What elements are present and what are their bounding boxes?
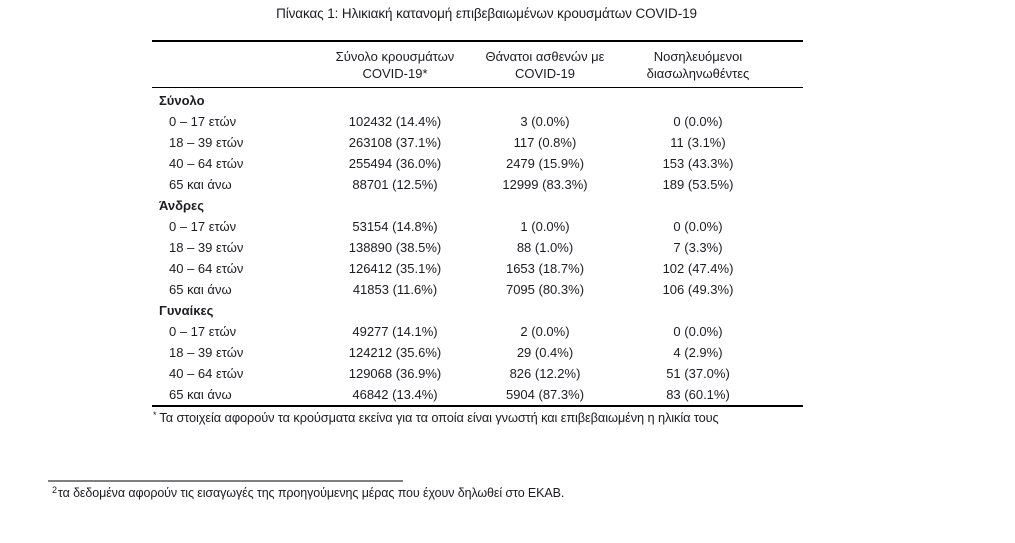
- header-cell-empty: [152, 48, 293, 82]
- cases-cell: 124212 (35.6%): [348, 345, 442, 360]
- intubated-cell: 51 (37.0%): [666, 366, 730, 381]
- page-footnote: 2τα δεδομένα αφορούν τις εισαγωγές της π…: [52, 485, 565, 500]
- deaths-cell: 7095 (80.3%): [505, 282, 585, 297]
- cases-cell: 102432 (14.4%): [348, 114, 442, 129]
- table-header-row: Σύνολο κρουσμάτων COVID-19* Θάνατοι ασθε…: [152, 42, 803, 88]
- deaths-cell: 29 (0.4%): [516, 345, 574, 360]
- header-cases-line1: Σύνολο κρουσμάτων: [335, 49, 455, 64]
- data-row: 40 – 64 ετών 255494 (36.0%) 2479 (15.9%) 15…: [152, 153, 803, 174]
- data-row: 0 – 17 ετών 102432 (14.4%) 3 (0.0%) 0 (0.0%…: [152, 111, 803, 132]
- cases-cell: 53154 (14.8%): [352, 219, 438, 234]
- covid-age-table: Σύνολο κρουσμάτων COVID-19* Θάνατοι ασθε…: [152, 40, 803, 425]
- intubated-cell: 83 (60.1%): [666, 387, 730, 402]
- deaths-cell: 2479 (15.9%): [505, 156, 585, 171]
- intubated-cell: 189 (53.5%): [662, 177, 734, 192]
- age-label: 65 και άνω: [169, 177, 232, 192]
- data-row: 65 και άνω 41853 (11.6%) 7095 (80.3%) 106 (…: [152, 279, 803, 300]
- section-label: Σύνολο: [159, 93, 205, 108]
- cases-cell: 126412 (35.1%): [348, 261, 442, 276]
- cases-cell: 88701 (12.5%): [352, 177, 438, 192]
- intubated-cell: 0 (0.0%): [673, 114, 723, 129]
- header-deaths-line1: Θάνατοι ασθενών με: [485, 49, 605, 64]
- cases-cell: 263108 (37.1%): [348, 135, 442, 150]
- table-title: Πίνακας 1: Ηλικιακή κατανομή επιβεβαιωμέ…: [276, 6, 697, 21]
- intubated-cell: 0 (0.0%): [673, 324, 723, 339]
- footnote-separator: [48, 480, 403, 482]
- intubated-cell: 153 (43.3%): [662, 156, 734, 171]
- cases-cell: 255494 (36.0%): [348, 156, 442, 171]
- data-row: 0 – 17 ετών 49277 (14.1%) 2 (0.0%) 0 (0.0%): [152, 321, 803, 342]
- age-label: 0 – 17 ετών: [169, 219, 237, 234]
- data-row: 18 – 39 ετών 138890 (38.5%) 88 (1.0%) 7 (3.…: [152, 237, 803, 258]
- header-deaths-line2: COVID-19: [515, 66, 575, 81]
- age-label: 65 και άνω: [169, 387, 232, 402]
- deaths-cell: 2 (0.0%): [520, 324, 570, 339]
- data-row: 18 – 39 ετών 263108 (37.1%) 117 (0.8%) 11 (…: [152, 132, 803, 153]
- age-label: 18 – 39 ετών: [169, 345, 244, 360]
- intubated-cell: 11 (3.1%): [670, 135, 726, 150]
- deaths-cell: 3 (0.0%): [520, 114, 570, 129]
- age-label: 18 – 39 ετών: [169, 135, 244, 150]
- deaths-cell: 1653 (18.7%): [505, 261, 585, 276]
- age-label: 40 – 64 ετών: [169, 366, 244, 381]
- age-label: 0 – 17 ετών: [169, 324, 237, 339]
- table-footnote-marker: *: [153, 410, 157, 420]
- data-row: 40 – 64 ετών 126412 (35.1%) 1653 (18.7%) 10…: [152, 258, 803, 279]
- data-row: 65 και άνω 88701 (12.5%) 12999 (83.3%) 189 …: [152, 174, 803, 195]
- header-cell-deaths: Θάνατοι ασθενών με COVID-19: [486, 48, 605, 82]
- deaths-cell: 88 (1.0%): [516, 240, 574, 255]
- data-row: 65 και άνω 46842 (13.4%) 5904 (87.3%) 83 (6…: [152, 384, 803, 405]
- cases-cell: 129068 (36.9%): [348, 366, 442, 381]
- age-label: 65 και άνω: [169, 282, 232, 297]
- deaths-cell: 117 (0.8%): [513, 135, 577, 150]
- table-footnote-text: Τα στοιχεία αφορούν τα κρούσματα εκείνα …: [159, 410, 719, 425]
- data-row: 40 – 64 ετών 129068 (36.9%) 826 (12.2%) 51 …: [152, 363, 803, 384]
- intubated-cell: 106 (49.3%): [662, 282, 734, 297]
- deaths-cell: 12999 (83.3%): [502, 177, 588, 192]
- age-label: 40 – 64 ετών: [169, 156, 244, 171]
- section-row: Σύνολο: [152, 90, 803, 111]
- section-row: Γυναίκες: [152, 300, 803, 321]
- intubated-cell: 0 (0.0%): [673, 219, 723, 234]
- age-label: 0 – 17 ετών: [169, 114, 237, 129]
- page-footnote-text: τα δεδομένα αφορούν τις εισαγωγές της πρ…: [57, 486, 565, 500]
- cases-cell: 41853 (11.6%): [352, 282, 438, 297]
- table: Σύνολο κρουσμάτων COVID-19* Θάνατοι ασθε…: [152, 40, 803, 407]
- intubated-cell: 102 (47.4%): [662, 261, 734, 276]
- header-cases-line2: COVID-19*: [362, 66, 428, 81]
- section-label: Άνδρες: [159, 198, 204, 213]
- intubated-cell: 7 (3.3%): [673, 240, 723, 255]
- header-cell-intubated: Νοσηλευόμενοι διασωληνωθέντες: [593, 48, 803, 82]
- intubated-cell: 4 (2.9%): [673, 345, 723, 360]
- page-footnote-marker: 2: [52, 485, 57, 495]
- data-row: 0 – 17 ετών 53154 (14.8%) 1 (0.0%) 0 (0.0%): [152, 216, 803, 237]
- section-row: Άνδρες: [152, 195, 803, 216]
- deaths-cell: 1 (0.0%): [520, 219, 570, 234]
- cases-cell: 46842 (13.4%): [352, 387, 438, 402]
- table-footnote: * Τα στοιχεία αφορούν τα κρούσματα εκείνα…: [152, 410, 803, 425]
- deaths-cell: 5904 (87.3%): [505, 387, 585, 402]
- header-intubated-line1: Νοσηλευόμενοι: [653, 49, 743, 64]
- header-intubated-line2: διασωληνωθέντες: [646, 66, 750, 81]
- cases-cell: 138890 (38.5%): [348, 240, 442, 255]
- section-label: Γυναίκες: [159, 303, 214, 318]
- age-label: 18 – 39 ετών: [169, 240, 244, 255]
- data-row: 18 – 39 ετών 124212 (35.6%) 29 (0.4%) 4 (2.…: [152, 342, 803, 363]
- age-label: 40 – 64 ετών: [169, 261, 244, 276]
- table-body: Σύνολο 0 – 17 ετών 102432 (14.4%) 3 (0.0%) 0…: [152, 88, 803, 405]
- header-cell-cases: Σύνολο κρουσμάτων COVID-19*: [293, 48, 497, 82]
- deaths-cell: 826 (12.2%): [509, 366, 581, 381]
- cases-cell: 49277 (14.1%): [352, 324, 438, 339]
